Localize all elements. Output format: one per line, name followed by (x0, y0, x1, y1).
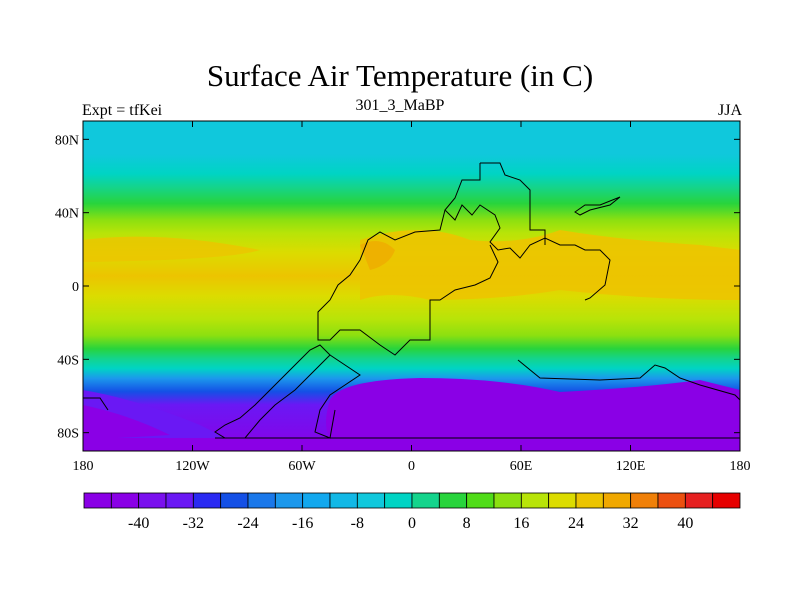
x-tick-label: 0 (408, 459, 415, 474)
colorbar-swatch (438, 492, 468, 509)
x-axis: 180 120W 60W 0 60E 120E 180 (73, 121, 751, 474)
colorbar-swatch (712, 492, 741, 509)
colorbar-swatch (602, 492, 632, 509)
colorbar-swatch (302, 492, 331, 509)
colorbar-swatch (110, 492, 140, 509)
chart-title: Surface Air Temperature (in C) (206, 58, 594, 93)
colorbar-label: 40 (677, 515, 693, 532)
colorbar-swatch (657, 492, 686, 509)
experiment-label: Expt = tfKei (82, 102, 163, 119)
colorbar-label: 0 (408, 515, 416, 532)
colorbar-label: -24 (237, 515, 258, 532)
colorbar-swatch (411, 492, 440, 509)
colorbar-swatch (630, 492, 659, 509)
colorbar-label: 32 (623, 515, 639, 532)
colorbar-swatch (192, 492, 222, 509)
x-tick-label: 180 (73, 459, 94, 474)
x-tick-label: 120W (175, 459, 210, 474)
colorbar: -40 -32 -24 -16 -8 0 8 16 24 32 40 (83, 492, 741, 532)
colorbar-swatch (575, 492, 604, 509)
season-label: JJA (717, 102, 742, 119)
y-tick-label: 80N (55, 133, 79, 148)
chart-subtitle: 301_3_MaBP (355, 97, 445, 114)
y-tick-label: 40N (55, 207, 79, 222)
colorbar-label: 8 (463, 515, 471, 532)
colorbar-swatch (83, 492, 112, 509)
coastlines (83, 162, 740, 439)
colorbar-swatch (165, 492, 194, 509)
colorbar-swatch (220, 492, 249, 509)
colorbar-label: -16 (292, 515, 313, 532)
colorbar-swatch (247, 492, 276, 509)
colorbar-swatch (520, 492, 550, 509)
y-tick-label: 0 (72, 280, 79, 295)
colorbar-label: -8 (351, 515, 364, 532)
x-tick-label: 180 (730, 459, 751, 474)
colorbar-label: -40 (128, 515, 149, 532)
x-tick-label: 60E (510, 459, 533, 474)
colorbar-label: 16 (513, 515, 529, 532)
y-axis: 80N 40N 0 40S 80S (55, 133, 740, 442)
colorbar-swatch (274, 492, 304, 509)
colorbar-label: -32 (183, 515, 204, 532)
colorbar-swatch (466, 492, 495, 509)
colorbar-swatch (548, 492, 577, 509)
x-tick-label: 120E (616, 459, 646, 474)
colorbar-swatch (384, 492, 413, 509)
colorbar-swatch (329, 492, 358, 509)
temperature-field (83, 121, 740, 451)
x-tick-label: 60W (288, 459, 316, 474)
colorbar-swatch (684, 492, 714, 509)
colorbar-swatch (356, 492, 386, 509)
y-tick-label: 80S (57, 427, 79, 442)
colorbar-label: 24 (568, 515, 584, 532)
colorbar-swatch (493, 492, 522, 509)
colorbar-swatch (138, 492, 167, 509)
y-tick-label: 40S (57, 353, 79, 368)
